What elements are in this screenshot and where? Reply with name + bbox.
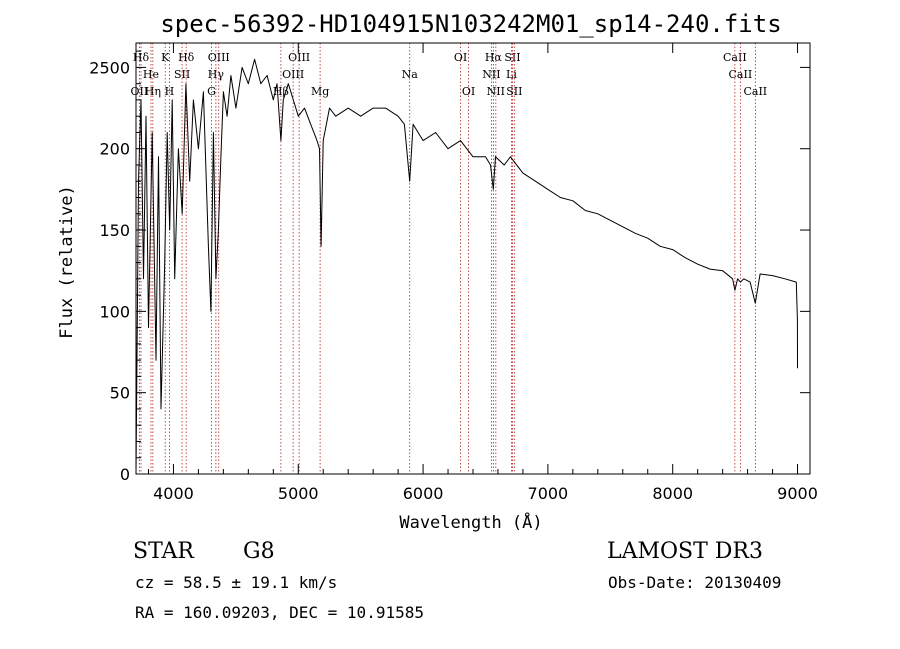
marker-label: He [143,68,159,81]
marker-label: Hδ [178,51,195,64]
y-tick-label: 50 [110,384,130,403]
obs-date: Obs-Date: 20130409 [608,573,782,592]
plot-series [135,58,798,475]
redshift-value: cz = 58.5 ± 19.1 km/s [135,573,338,592]
spectrum-line-0 [135,58,798,475]
object-class: STAR [133,539,194,564]
y-tick-label: 2500 [89,58,130,77]
marker-label: NII [487,85,505,98]
marker-label: CaII [723,51,747,64]
marker-label: Hα [485,51,503,64]
marker-label: OIII [288,51,310,64]
coordinates: RA = 160.09203, DEC = 10.91585 [135,603,424,622]
marker-label: SII [504,51,520,64]
y-axis: 0 50 100 150 200 2500 [89,50,810,484]
marker-label: Hγ [208,68,225,81]
x-tick-label: 5000 [278,484,319,503]
marker-label: OIII [282,68,304,81]
marker-label: CaII [729,68,753,81]
object-subclass: G8 [243,539,275,564]
y-tick-label: 0 [120,465,130,484]
marker-label: OI [454,51,467,64]
plot-frame [135,42,811,475]
y-tick-label: 100 [99,302,130,321]
marker-label: G [207,85,216,98]
marker-label: OII [131,85,149,98]
x-tick-label: 7000 [528,484,569,503]
marker-label: OI [462,85,475,98]
marker-label: CaII [743,85,767,98]
marker-label: OIII [208,51,230,64]
x-axis: 4000 5000 6000 7000 8000 9000 [147,43,818,503]
marker-label: Mg [311,85,329,98]
marker-label: Hδ [133,51,150,64]
marker-label: H [165,85,175,98]
survey-name: LAMOST DR3 [607,539,763,564]
y-axis-label: Flux (relative) [57,185,77,339]
spectrum-chart: spec-56392-HD104915N103242M01_sp14-240.f… [57,10,818,533]
x-axis-label: Wavelength (Å) [399,511,542,533]
x-tick-label: 6000 [403,484,444,503]
marker-label: Li [506,68,517,81]
y-tick-label: 150 [99,221,130,240]
marker-label: SII [174,68,190,81]
marker-label: K [161,51,170,64]
x-tick-label: 4000 [153,484,194,503]
x-tick-label: 8000 [652,484,693,503]
marker-label: NII [482,68,500,81]
marker-label: Hη [145,85,161,98]
marker-label: Na [402,68,419,81]
y-tick-label: 200 [99,140,130,159]
x-tick-label: 9000 [777,484,818,503]
chart-title: spec-56392-HD104915N103242M01_sp14-240.f… [160,10,781,38]
marker-label: SII [506,85,522,98]
